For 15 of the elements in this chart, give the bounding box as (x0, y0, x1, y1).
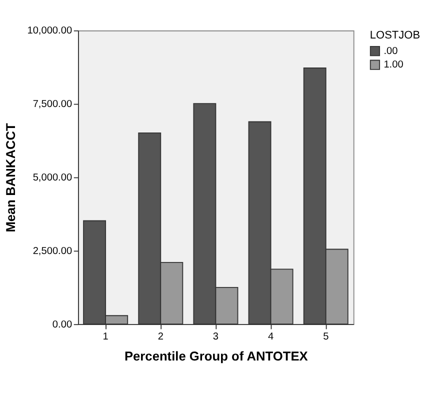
y-tick-label: 7,500.00 (32, 99, 72, 110)
y-tick-label: 10,000.00 (27, 26, 72, 37)
x-tick-label: 4 (268, 331, 274, 342)
legend-label: 1.00 (384, 60, 404, 71)
x-tick-label: 2 (158, 331, 164, 342)
x-tick-label: 3 (212, 331, 219, 342)
x-tick-label: 1 (102, 331, 109, 342)
x-tick-label: 5 (323, 331, 330, 342)
y-tick-label: 2,500.00 (32, 246, 72, 257)
y-tick-label: 0.00 (52, 319, 72, 330)
x-axis-title: Percentile Group of ANTOTEX (124, 348, 308, 364)
legend-label: .00 (384, 46, 398, 57)
legend-title: LOSTJOB (370, 30, 420, 42)
y-axis-title: Mean BANKACCT (3, 122, 18, 232)
y-tick-label: 5,000.00 (32, 172, 72, 184)
